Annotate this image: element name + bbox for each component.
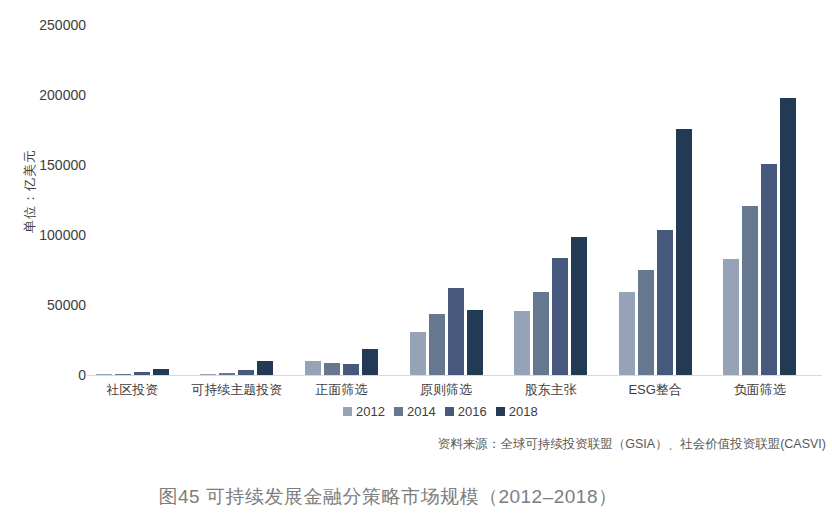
y-tick-label: 100000: [16, 227, 86, 243]
legend: 2012 2014 2016 2018: [343, 404, 538, 419]
legend-swatch-icon: [343, 407, 352, 416]
source-note: 资料来源：全球可持续投资联盟（GSIA）、社会价值投资联盟(CASVI): [438, 436, 826, 453]
bar-group: 原则筛选: [394, 25, 499, 399]
bar-2016: [552, 258, 568, 375]
bar-group: 股东主张: [498, 25, 603, 399]
bar-group: 正面筛选: [289, 25, 394, 399]
legend-item-2016: 2016: [445, 404, 487, 419]
bar-row: [394, 25, 499, 375]
y-tick-label: 250000: [16, 17, 86, 33]
bar-2014: [533, 292, 549, 375]
x-axis-category-label: 股东主张: [498, 375, 603, 399]
x-axis-category-label: 原则筛选: [394, 375, 499, 399]
bar-2018: [257, 361, 273, 375]
bar-row: [80, 25, 185, 375]
y-tick-label: 0: [16, 367, 86, 383]
x-axis-category-label: 社区投资: [80, 375, 185, 399]
legend-label: 2012: [356, 404, 385, 419]
bar-2012: [410, 332, 426, 375]
bar-group: 负面筛选: [707, 25, 812, 399]
bar-2018: [780, 98, 796, 375]
bar-row: [603, 25, 708, 375]
bar-group: ESG整合: [603, 25, 708, 399]
legend-item-2018: 2018: [496, 404, 538, 419]
legend-item-2014: 2014: [394, 404, 436, 419]
bar-2012: [619, 292, 635, 375]
bar-2018: [362, 349, 378, 375]
bar-2018: [571, 237, 587, 375]
figure-page: 单位：亿美元 050000100000150000200000250000 社区…: [0, 0, 832, 527]
legend-swatch-icon: [496, 407, 505, 416]
bar-2014: [429, 314, 445, 375]
x-axis-category-label: 可持续主题投资: [185, 375, 290, 399]
bar-2012: [723, 259, 739, 375]
bar-2014: [638, 270, 654, 375]
x-axis-category-label: ESG整合: [603, 375, 708, 399]
bar-2016: [448, 288, 464, 375]
bar-group: 可持续主题投资: [185, 25, 290, 399]
legend-label: 2014: [407, 404, 436, 419]
bar-2014: [742, 206, 758, 375]
figure-caption: 图45 可持续发展金融分策略市场规模（2012–2018）: [0, 484, 832, 510]
legend-swatch-icon: [394, 407, 403, 416]
legend-swatch-icon: [445, 407, 454, 416]
legend-item-2012: 2012: [343, 404, 385, 419]
bar-2018: [676, 129, 692, 375]
x-axis-category-label: 正面筛选: [289, 375, 394, 399]
plot-area: 社区投资可持续主题投资正面筛选原则筛选股东主张ESG整合负面筛选: [80, 25, 812, 399]
bar-2016: [761, 164, 777, 375]
bar-row: [185, 25, 290, 375]
bar-row: [498, 25, 603, 375]
y-tick-label: 150000: [16, 157, 86, 173]
bar-2016: [343, 364, 359, 375]
legend-label: 2016: [458, 404, 487, 419]
legend-label: 2018: [509, 404, 538, 419]
bar-row: [289, 25, 394, 375]
y-tick-label: 50000: [16, 297, 86, 313]
bar-2018: [467, 310, 483, 376]
x-axis-category-label: 负面筛选: [707, 375, 812, 399]
bar-group: 社区投资: [80, 25, 185, 399]
bar-2012: [305, 361, 321, 375]
bar-2016: [657, 230, 673, 375]
bar-2012: [514, 311, 530, 375]
bar-2014: [324, 363, 340, 375]
bar-row: [707, 25, 812, 375]
y-tick-label: 200000: [16, 87, 86, 103]
